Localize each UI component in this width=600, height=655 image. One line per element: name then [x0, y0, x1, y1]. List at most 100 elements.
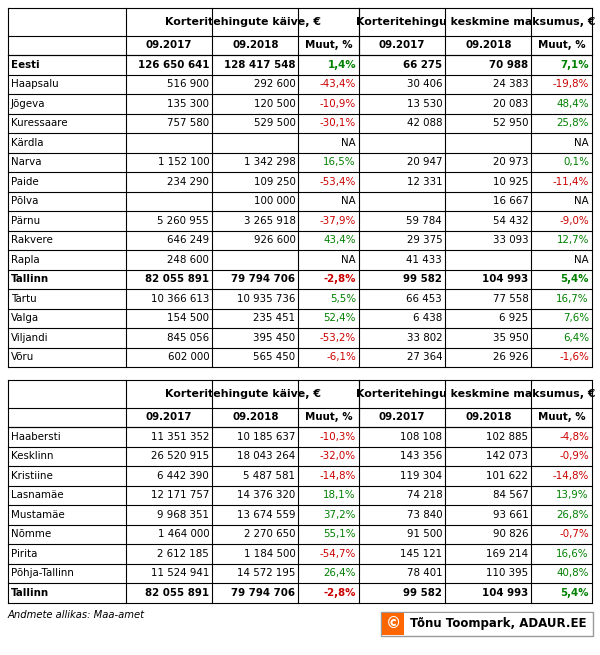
Text: 90 826: 90 826 — [493, 529, 529, 539]
Text: 395 450: 395 450 — [253, 333, 295, 343]
Text: 18,1%: 18,1% — [323, 490, 356, 500]
Text: 09.2017: 09.2017 — [379, 413, 425, 422]
Text: 120 500: 120 500 — [254, 99, 295, 109]
Text: Nõmme: Nõmme — [11, 529, 51, 539]
Text: ©: © — [385, 616, 401, 631]
Text: Korteritehingu keskmine maksumus, €: Korteritehingu keskmine maksumus, € — [356, 389, 595, 399]
Text: -32,0%: -32,0% — [320, 451, 356, 461]
Text: 757 580: 757 580 — [167, 119, 209, 128]
Text: 66 453: 66 453 — [406, 293, 442, 304]
Text: NA: NA — [341, 196, 356, 206]
Text: 14 376 320: 14 376 320 — [237, 490, 295, 500]
Text: 20 083: 20 083 — [493, 99, 529, 109]
Text: 602 000: 602 000 — [167, 352, 209, 362]
Text: 5,4%: 5,4% — [560, 588, 589, 598]
Text: 516 900: 516 900 — [167, 79, 209, 89]
Text: 09.2017: 09.2017 — [146, 413, 193, 422]
Text: 12 171 757: 12 171 757 — [151, 490, 209, 500]
Text: 78 401: 78 401 — [407, 569, 442, 578]
Text: 5 260 955: 5 260 955 — [157, 215, 209, 226]
Text: 6 442 390: 6 442 390 — [157, 471, 209, 481]
Text: 55,1%: 55,1% — [323, 529, 356, 539]
Text: 29 375: 29 375 — [407, 235, 442, 245]
Text: 10 366 613: 10 366 613 — [151, 293, 209, 304]
Text: Kesklinn: Kesklinn — [11, 451, 53, 461]
Text: 110 395: 110 395 — [486, 569, 529, 578]
Text: Mustamäe: Mustamäe — [11, 510, 65, 520]
Text: 77 558: 77 558 — [493, 293, 529, 304]
Text: 14 572 195: 14 572 195 — [237, 569, 295, 578]
Text: 1 152 100: 1 152 100 — [158, 157, 209, 167]
Text: 33 093: 33 093 — [493, 235, 529, 245]
Text: 104 993: 104 993 — [482, 274, 529, 284]
Text: 6,4%: 6,4% — [563, 333, 589, 343]
Text: 79 794 706: 79 794 706 — [232, 588, 295, 598]
Text: 33 802: 33 802 — [407, 333, 442, 343]
Text: 18 043 264: 18 043 264 — [237, 451, 295, 461]
Text: 09.2018: 09.2018 — [232, 41, 278, 50]
Text: 25,8%: 25,8% — [557, 119, 589, 128]
Text: -43,4%: -43,4% — [320, 79, 356, 89]
Text: 234 290: 234 290 — [167, 177, 209, 187]
Text: 12,7%: 12,7% — [557, 235, 589, 245]
Text: 128 417 548: 128 417 548 — [224, 60, 295, 69]
Text: Põlva: Põlva — [11, 196, 38, 206]
Text: 99 582: 99 582 — [403, 274, 442, 284]
Bar — [404, 612, 592, 635]
Text: 09.2017: 09.2017 — [379, 41, 425, 50]
Text: NA: NA — [341, 138, 356, 148]
Text: Rapla: Rapla — [11, 255, 40, 265]
Text: 7,1%: 7,1% — [560, 60, 589, 69]
Text: 119 304: 119 304 — [400, 471, 442, 481]
Text: Jõgeva: Jõgeva — [11, 99, 46, 109]
Text: 5,4%: 5,4% — [560, 274, 589, 284]
Text: NA: NA — [574, 196, 589, 206]
Text: 43,4%: 43,4% — [323, 235, 356, 245]
Text: 1 184 500: 1 184 500 — [244, 549, 295, 559]
Text: 74 218: 74 218 — [407, 490, 442, 500]
Text: Tallinn: Tallinn — [11, 588, 49, 598]
Text: NA: NA — [574, 138, 589, 148]
Text: Muut, %: Muut, % — [305, 413, 353, 422]
Text: 16,6%: 16,6% — [556, 549, 589, 559]
Text: 09.2018: 09.2018 — [232, 413, 278, 422]
Text: 126 650 641: 126 650 641 — [138, 60, 209, 69]
Text: -54,7%: -54,7% — [320, 549, 356, 559]
Text: NA: NA — [341, 255, 356, 265]
Text: 20 947: 20 947 — [407, 157, 442, 167]
Text: 16,5%: 16,5% — [323, 157, 356, 167]
Text: 13 674 559: 13 674 559 — [237, 510, 295, 520]
Text: 73 840: 73 840 — [407, 510, 442, 520]
Text: 248 600: 248 600 — [167, 255, 209, 265]
Text: 26,8%: 26,8% — [557, 510, 589, 520]
Bar — [8, 8, 592, 367]
Text: 09.2017: 09.2017 — [146, 41, 193, 50]
Text: Haabersti: Haabersti — [11, 432, 61, 441]
Text: 52 950: 52 950 — [493, 119, 529, 128]
Text: Pirita: Pirita — [11, 549, 37, 559]
Text: 0,1%: 0,1% — [563, 157, 589, 167]
Text: 93 661: 93 661 — [493, 510, 529, 520]
Text: -14,8%: -14,8% — [553, 471, 589, 481]
Text: Eesti: Eesti — [11, 60, 40, 69]
Text: 09.2018: 09.2018 — [465, 41, 512, 50]
Text: Valga: Valga — [11, 313, 39, 324]
Text: -0,9%: -0,9% — [559, 451, 589, 461]
Text: 102 885: 102 885 — [487, 432, 529, 441]
Text: 79 794 706: 79 794 706 — [232, 274, 295, 284]
Text: 7,6%: 7,6% — [563, 313, 589, 324]
Text: 142 073: 142 073 — [487, 451, 529, 461]
Text: -19,8%: -19,8% — [553, 79, 589, 89]
Text: 9 968 351: 9 968 351 — [157, 510, 209, 520]
Text: -53,2%: -53,2% — [320, 333, 356, 343]
Text: 565 450: 565 450 — [253, 352, 295, 362]
Text: 2 270 650: 2 270 650 — [244, 529, 295, 539]
Text: 1,4%: 1,4% — [328, 60, 356, 69]
Text: 3 265 918: 3 265 918 — [244, 215, 295, 226]
Bar — [381, 612, 593, 635]
Text: Muut, %: Muut, % — [305, 41, 353, 50]
Text: Tallinn: Tallinn — [11, 274, 49, 284]
Text: 6 438: 6 438 — [413, 313, 442, 324]
Text: 10 925: 10 925 — [493, 177, 529, 187]
Text: 35 950: 35 950 — [493, 333, 529, 343]
